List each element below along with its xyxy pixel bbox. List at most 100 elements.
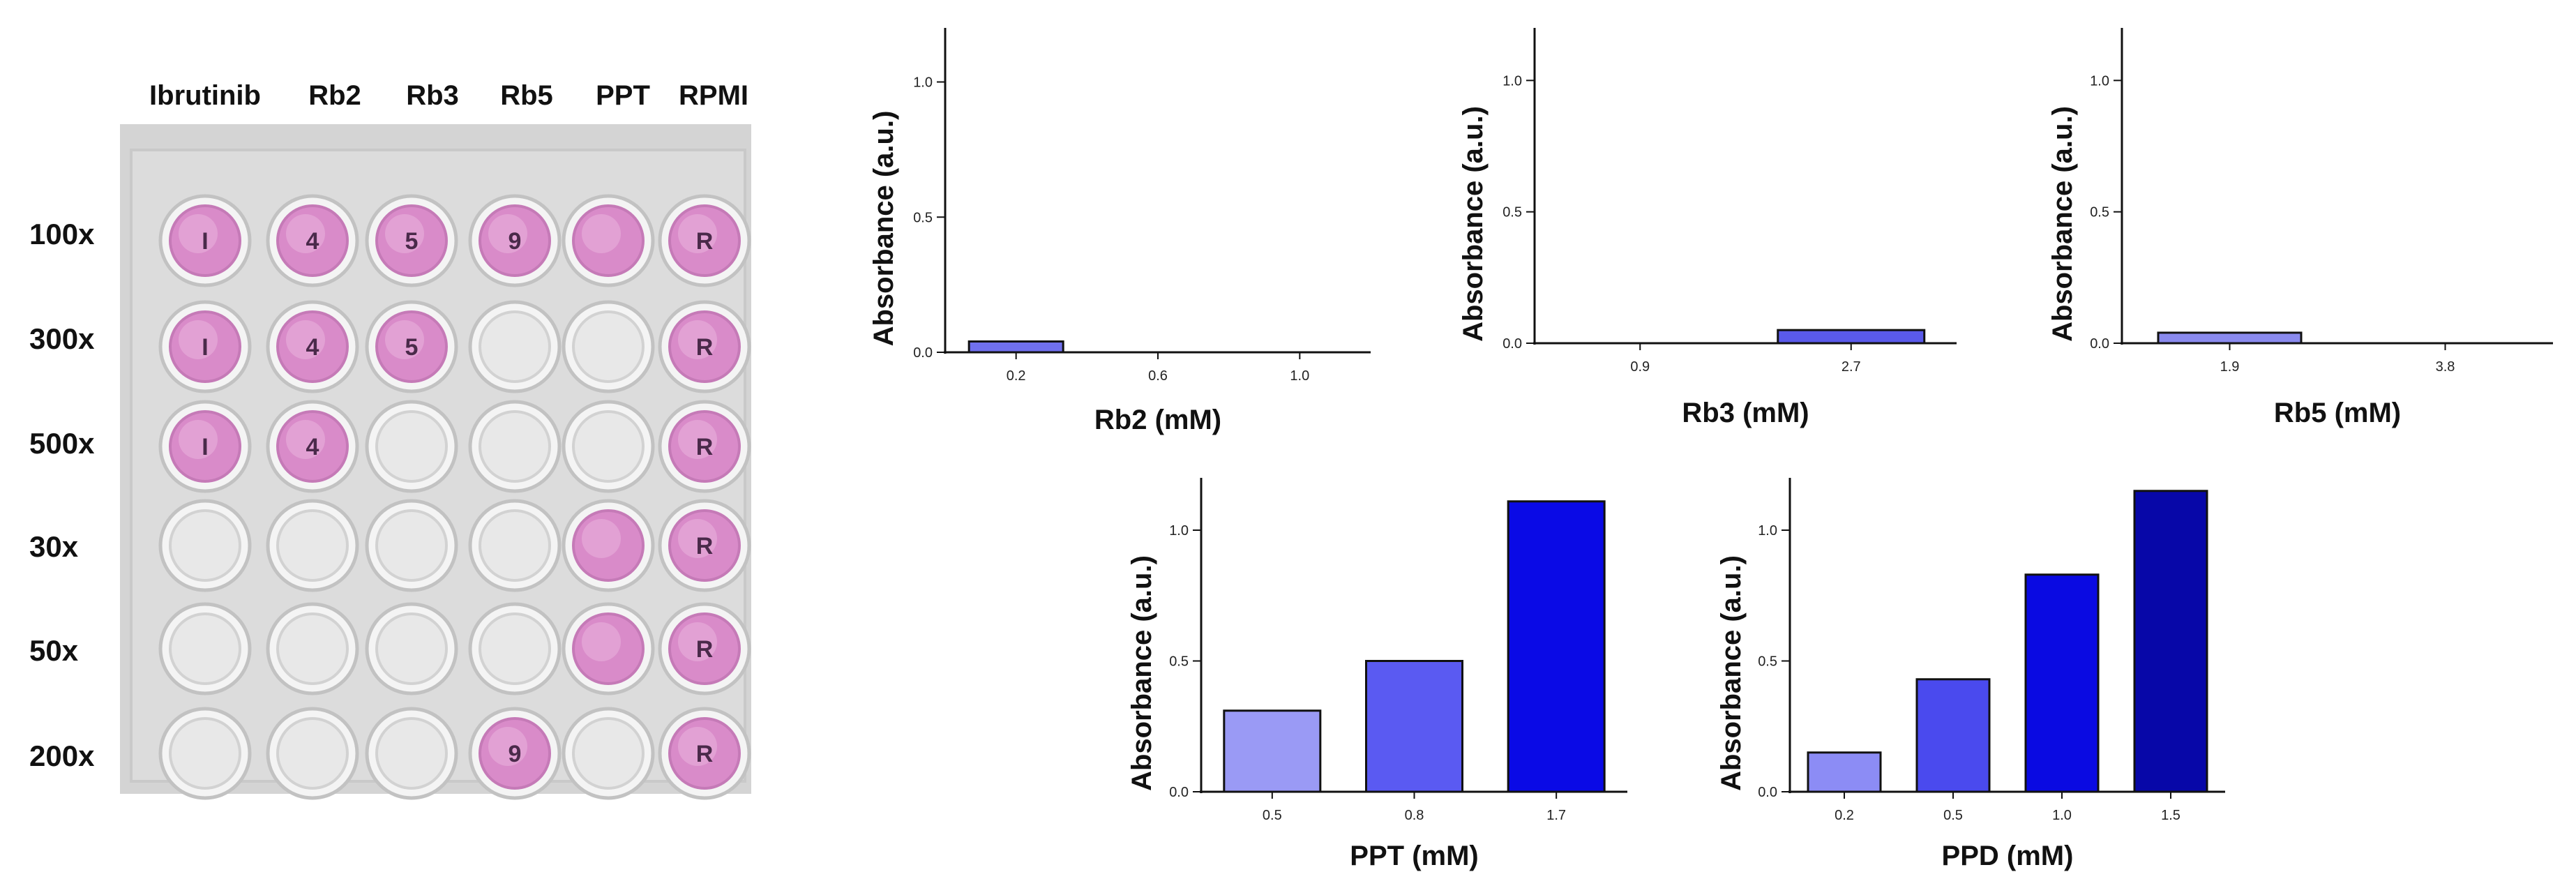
y-tick-label: 0.0 bbox=[913, 345, 933, 361]
plate-well bbox=[562, 499, 655, 592]
plate-well: 5 bbox=[365, 300, 458, 393]
well-marker-text: R bbox=[696, 334, 714, 361]
plate-well: 4 bbox=[266, 194, 359, 287]
y-tick-label: 0.0 bbox=[2090, 336, 2109, 352]
x-axis-label: PPD (mM) bbox=[1942, 841, 2074, 871]
plate-well: R bbox=[658, 602, 751, 695]
bar bbox=[2157, 331, 2303, 345]
plate-well bbox=[158, 707, 252, 800]
x-tick-label: 1.0 bbox=[1290, 368, 1309, 384]
well-marker-text: 4 bbox=[306, 334, 319, 361]
plate-column-label: RPMI bbox=[679, 80, 748, 111]
y-axis-label: Absorbance (a.u.) bbox=[2047, 106, 2078, 342]
plate-well: 5 bbox=[365, 194, 458, 287]
bar-chart: 0.0 0.5 1.0 0.2 0.5 1.0 1.5 Absorbance (a.u.) PP… bbox=[1716, 478, 2225, 871]
plate-row-label: 200x bbox=[29, 739, 95, 772]
plate-well bbox=[468, 499, 562, 592]
plate-well: I bbox=[158, 194, 252, 287]
well-plate: Ibrutinib Rb2 Rb3 Rb5 PPT RPMI 100x 300x 500x 30x… bbox=[29, 80, 751, 800]
y-tick-label: 1.0 bbox=[1758, 523, 1777, 539]
bar bbox=[1365, 660, 1463, 793]
y-axis-label: Absorbance (a.u.) bbox=[868, 111, 899, 347]
plate-well: R bbox=[658, 499, 751, 592]
bar bbox=[2133, 490, 2208, 793]
well-marker-text: 5 bbox=[405, 228, 419, 255]
y-tick-label: 0.0 bbox=[1758, 785, 1777, 800]
plate-well bbox=[365, 707, 458, 800]
plate-row-label: 300x bbox=[29, 322, 95, 355]
x-tick-label: 1.0 bbox=[2052, 808, 2072, 823]
plate-well: 9 bbox=[468, 194, 562, 287]
bar bbox=[1507, 500, 1606, 793]
plate-column-label: Rb2 bbox=[308, 80, 361, 111]
bar bbox=[2024, 573, 2100, 793]
y-tick-label: 0.5 bbox=[1169, 654, 1189, 670]
plate-well: R bbox=[658, 707, 751, 800]
well-marker-text: R bbox=[696, 434, 714, 460]
plate-well bbox=[562, 707, 655, 800]
plate-well: R bbox=[658, 400, 751, 493]
well-marker-text: R bbox=[696, 741, 714, 767]
x-axis-label: Rb5 (mM) bbox=[2274, 398, 2401, 428]
plate-row-label: 100x bbox=[29, 218, 95, 250]
well-marker-text: R bbox=[696, 228, 714, 255]
y-tick-label: 1.0 bbox=[913, 75, 933, 91]
plate-well bbox=[266, 707, 359, 800]
x-tick-label: 0.6 bbox=[1148, 368, 1168, 384]
well-marker-text: 9 bbox=[509, 741, 522, 767]
plate-well: 4 bbox=[266, 300, 359, 393]
x-tick-label: 0.5 bbox=[1263, 808, 1282, 823]
x-tick-label: 1.7 bbox=[1546, 808, 1566, 823]
well-marker-text: 5 bbox=[405, 334, 419, 361]
y-tick-label: 1.0 bbox=[1169, 523, 1189, 539]
plate-well: I bbox=[158, 300, 252, 393]
y-tick-label: 1.0 bbox=[1502, 73, 1522, 89]
y-tick-label: 1.0 bbox=[2090, 73, 2109, 89]
x-axis-label: Rb3 (mM) bbox=[1682, 398, 1809, 428]
bar-chart: 0.0 0.5 1.0 0.5 0.8 1.7 Absorbance (a.u.) PPT (… bbox=[1127, 478, 1627, 871]
x-tick-label: 0.5 bbox=[1943, 808, 1963, 823]
plate-well: R bbox=[658, 194, 751, 287]
plate-well bbox=[468, 300, 562, 393]
plate-well bbox=[562, 602, 655, 695]
y-axis-label: Absorbance (a.u.) bbox=[1716, 555, 1747, 791]
x-tick-label: 1.5 bbox=[2161, 808, 2180, 823]
x-axis-label: Rb2 (mM) bbox=[1094, 405, 1221, 435]
plate-column-label: Ibrutinib bbox=[149, 80, 261, 111]
plate-well bbox=[266, 499, 359, 592]
well-marker-text: I bbox=[202, 334, 208, 361]
plate-well bbox=[562, 194, 655, 287]
plate-well bbox=[266, 602, 359, 695]
bar bbox=[1807, 751, 1882, 793]
y-axis-label: Absorbance (a.u.) bbox=[1458, 106, 1489, 342]
well-marker-text: R bbox=[696, 533, 714, 559]
plate-well: I bbox=[158, 400, 252, 493]
bar bbox=[1777, 329, 1926, 345]
x-tick-label: 0.2 bbox=[1007, 368, 1026, 384]
plate-well: 4 bbox=[266, 400, 359, 493]
plate-well bbox=[365, 499, 458, 592]
well-marker-text: I bbox=[202, 228, 208, 255]
plate-well: 9 bbox=[468, 707, 562, 800]
y-tick-label: 0.5 bbox=[1758, 654, 1777, 670]
plate-well bbox=[562, 300, 655, 393]
bar bbox=[967, 340, 1064, 354]
y-tick-label: 0.5 bbox=[2090, 205, 2109, 220]
x-tick-label: 1.9 bbox=[2220, 359, 2240, 375]
well-marker-text: 4 bbox=[306, 434, 319, 460]
plate-row-label: 500x bbox=[29, 427, 95, 460]
plate-well bbox=[365, 602, 458, 695]
plate-column-label: Rb3 bbox=[406, 80, 459, 111]
x-tick-label: 0.2 bbox=[1835, 808, 1854, 823]
x-tick-label: 3.8 bbox=[2436, 359, 2455, 375]
bar-chart: 0.0 0.5 1.0 1.9 3.8 Absorbance (a.u.) Rb5 (mM) bbox=[2047, 28, 2553, 428]
plate-well: R bbox=[658, 300, 751, 393]
plate-column-label: PPT bbox=[596, 80, 650, 111]
plate-row-label: 30x bbox=[29, 530, 79, 563]
bar bbox=[1915, 678, 1991, 793]
well-marker-text: 9 bbox=[509, 228, 522, 255]
bar bbox=[1223, 709, 1322, 793]
plate-column-label: Rb5 bbox=[500, 80, 553, 111]
well-marker-text: 4 bbox=[306, 228, 319, 255]
x-tick-label: 2.7 bbox=[1841, 359, 1861, 375]
